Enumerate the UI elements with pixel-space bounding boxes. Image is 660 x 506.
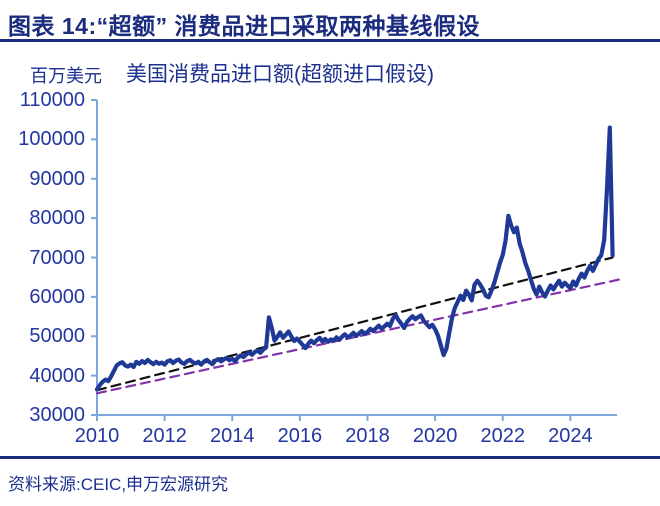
- source-text: 资料来源:CEIC,申万宏源研究: [8, 475, 229, 494]
- y-tick-label: 60000: [29, 285, 85, 308]
- y-tick-label: 90000: [29, 167, 85, 190]
- header-divider: [0, 39, 660, 42]
- y-tick-label: 40000: [29, 364, 85, 387]
- baseline-trend-line: [95, 256, 614, 392]
- chart-title: 美国消费品进口额(超额进口假设): [126, 63, 434, 86]
- line-chart-plot: [91, 99, 625, 421]
- x-tick-label: 2014: [209, 425, 255, 447]
- figure-title: 图表 14:“超额” 消费品进口采取两种基线假设: [8, 13, 481, 39]
- imports-data-line: [94, 125, 615, 392]
- x-tick-label: 2016: [277, 425, 323, 447]
- x-tick-label: 2024: [548, 425, 593, 447]
- y-tick-label: 70000: [29, 246, 85, 269]
- y-tick-label: 30000: [29, 404, 85, 426]
- y-tick-label: 50000: [29, 325, 85, 348]
- y-tick-label: 110000: [19, 89, 85, 111]
- y-tick-label: 80000: [29, 207, 85, 230]
- x-tick-label: 2020: [412, 425, 458, 447]
- x-tick-label: 2012: [142, 425, 187, 447]
- y-tick-label: 100000: [18, 128, 85, 151]
- baseline-trend-line: [95, 277, 625, 395]
- y-axis-unit-label: 百万美元: [30, 66, 102, 86]
- x-tick-label: 2010: [74, 425, 120, 447]
- x-tick-label: 2018: [345, 425, 390, 447]
- x-tick-label: 2022: [480, 425, 525, 447]
- footer-divider: [0, 456, 660, 459]
